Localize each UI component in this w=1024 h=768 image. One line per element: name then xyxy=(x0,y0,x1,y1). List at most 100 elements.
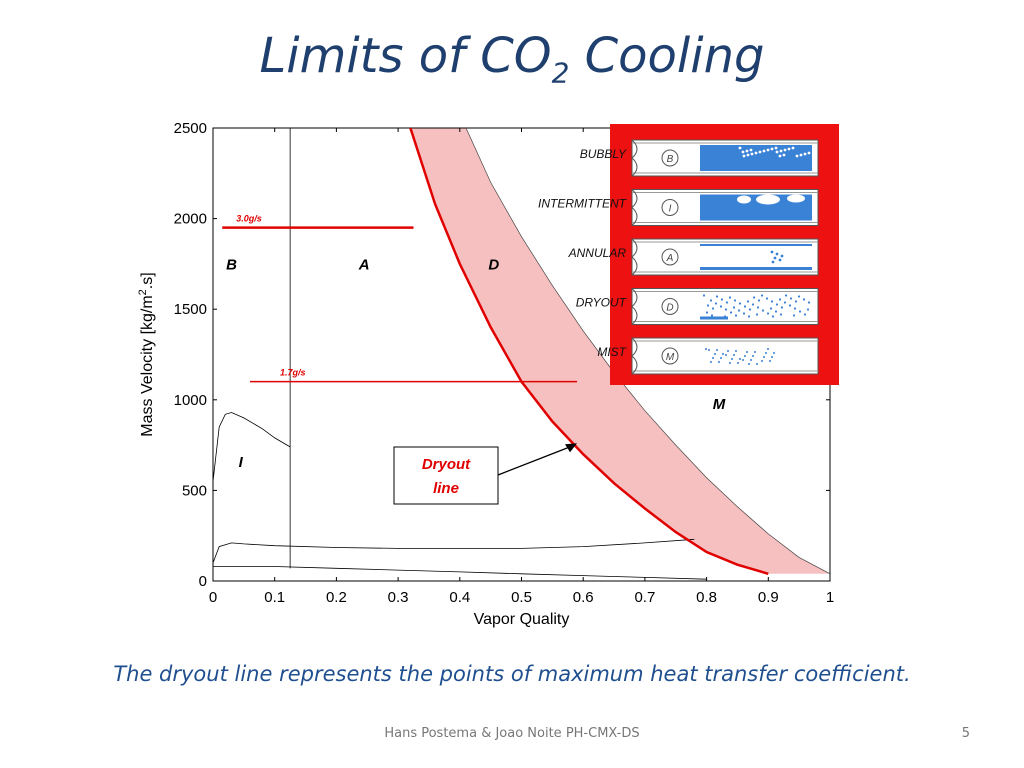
mist-droplet xyxy=(735,350,737,352)
droplet xyxy=(705,311,709,314)
pattern-label-dryout: DRYOUT xyxy=(576,296,628,310)
slide-footer: Hans Postema & Joao Noite PH-CMX-DS xyxy=(384,726,640,741)
y-tick-label: 2000 xyxy=(174,211,207,228)
mist-droplet xyxy=(744,355,746,357)
droplet xyxy=(714,302,718,305)
annotation-arrow-head xyxy=(565,443,578,453)
droplet xyxy=(746,300,750,303)
droplet xyxy=(771,260,775,264)
bubble-dot xyxy=(754,151,758,155)
pattern-label-mist: MIST xyxy=(597,345,627,359)
droplet xyxy=(783,301,787,304)
droplet xyxy=(784,294,788,297)
droplet xyxy=(780,254,784,258)
mist-droplet xyxy=(765,352,767,354)
mist-droplet xyxy=(725,354,727,356)
droplet xyxy=(733,299,737,302)
bubble-dot xyxy=(758,150,762,154)
stratified-lower-line xyxy=(213,566,707,580)
mist-droplet xyxy=(752,355,754,357)
bubble-dot xyxy=(738,146,742,150)
flow-pattern-legend: B BUBBLY I INTERMITTENT A ANNULAR D DRYOUT M MIST xyxy=(538,124,839,385)
droplet xyxy=(798,310,802,313)
bubble-dot xyxy=(741,150,745,154)
tube-mist xyxy=(631,337,819,375)
pattern-letter-badge xyxy=(661,347,679,365)
x-tick-label: 0.6 xyxy=(573,589,594,606)
y-tick-label: 500 xyxy=(182,482,207,499)
flow-limit-label: 1.7g/s xyxy=(280,368,306,378)
pattern-letter: B xyxy=(667,154,674,165)
droplet xyxy=(775,252,779,256)
x-tick-label: 0.3 xyxy=(388,589,409,606)
droplet xyxy=(797,295,801,298)
droplet xyxy=(742,312,746,315)
droplet xyxy=(723,315,727,318)
droplet xyxy=(719,305,723,308)
droplet xyxy=(752,296,756,299)
droplet xyxy=(788,304,792,307)
region-label-i: I xyxy=(239,454,244,471)
bubble-dot xyxy=(799,153,803,157)
tube-cut-edge xyxy=(631,189,638,226)
droplet xyxy=(773,256,777,260)
mist-droplet xyxy=(739,358,741,360)
droplet xyxy=(778,258,782,262)
x-tick-label: 0.1 xyxy=(264,589,285,606)
mist-droplet xyxy=(742,359,744,361)
droplet xyxy=(702,294,706,297)
droplet xyxy=(789,297,793,300)
mist-droplet xyxy=(722,353,724,355)
gas-slug xyxy=(787,194,805,203)
droplet xyxy=(780,306,784,309)
x-tick-label: 0.8 xyxy=(696,589,717,606)
title-subscript: 2 xyxy=(551,56,570,90)
annotation-arrow-line xyxy=(497,446,570,476)
mist-droplet xyxy=(769,360,771,362)
droplet xyxy=(793,307,797,310)
tube-cut-edge xyxy=(631,337,638,375)
bubble-dot xyxy=(774,146,778,150)
tube-cut-edge xyxy=(631,139,638,177)
gas-slug xyxy=(737,195,751,204)
droplet xyxy=(756,306,760,309)
dryout-annotation-line2: line xyxy=(433,480,459,497)
dryout-line xyxy=(409,128,769,575)
droplet xyxy=(751,303,755,306)
bubble-dot xyxy=(775,150,779,154)
x-tick-label: 0.5 xyxy=(511,589,532,606)
droplet xyxy=(802,298,806,301)
droplet xyxy=(715,295,719,298)
x-tick-label: 0.4 xyxy=(449,589,470,606)
region-label-d: D xyxy=(488,256,499,273)
region-label-a: A xyxy=(358,256,370,273)
droplet xyxy=(720,298,724,301)
pattern-letter: D xyxy=(666,303,673,314)
droplet xyxy=(774,310,778,313)
droplet xyxy=(803,313,807,316)
bubble-dot xyxy=(807,151,811,155)
tube-cut-edge xyxy=(631,238,638,276)
pattern-label-annular: ANNULAR xyxy=(568,246,627,260)
flow-pattern-chart: 0 0.1 0.2 0.3 0.4 0.5 0.6 0.7 0.8 0.9 1 0 500 1000 150… xyxy=(137,120,839,628)
tube-cut-edge xyxy=(631,288,638,325)
annular-film-top xyxy=(700,244,812,246)
mist-droplet xyxy=(731,358,733,360)
mist-droplet xyxy=(750,359,752,361)
droplet xyxy=(757,299,761,302)
slide-title: Limits of CO2 Cooling xyxy=(0,28,1024,90)
droplet xyxy=(771,315,775,318)
droplet xyxy=(711,307,715,310)
droplet xyxy=(734,314,738,317)
pattern-letter: M xyxy=(666,352,675,363)
bubble-dot xyxy=(770,147,774,151)
region-label-b: B xyxy=(226,256,237,273)
mist-droplet xyxy=(771,356,773,358)
droplet xyxy=(747,315,751,318)
mist-droplet xyxy=(754,351,756,353)
droplet xyxy=(778,298,782,301)
y-tick-label: 2500 xyxy=(174,120,207,137)
x-tick-label: 0.7 xyxy=(634,589,655,606)
mist-droplet xyxy=(712,357,714,359)
bubble-dot xyxy=(803,152,807,156)
